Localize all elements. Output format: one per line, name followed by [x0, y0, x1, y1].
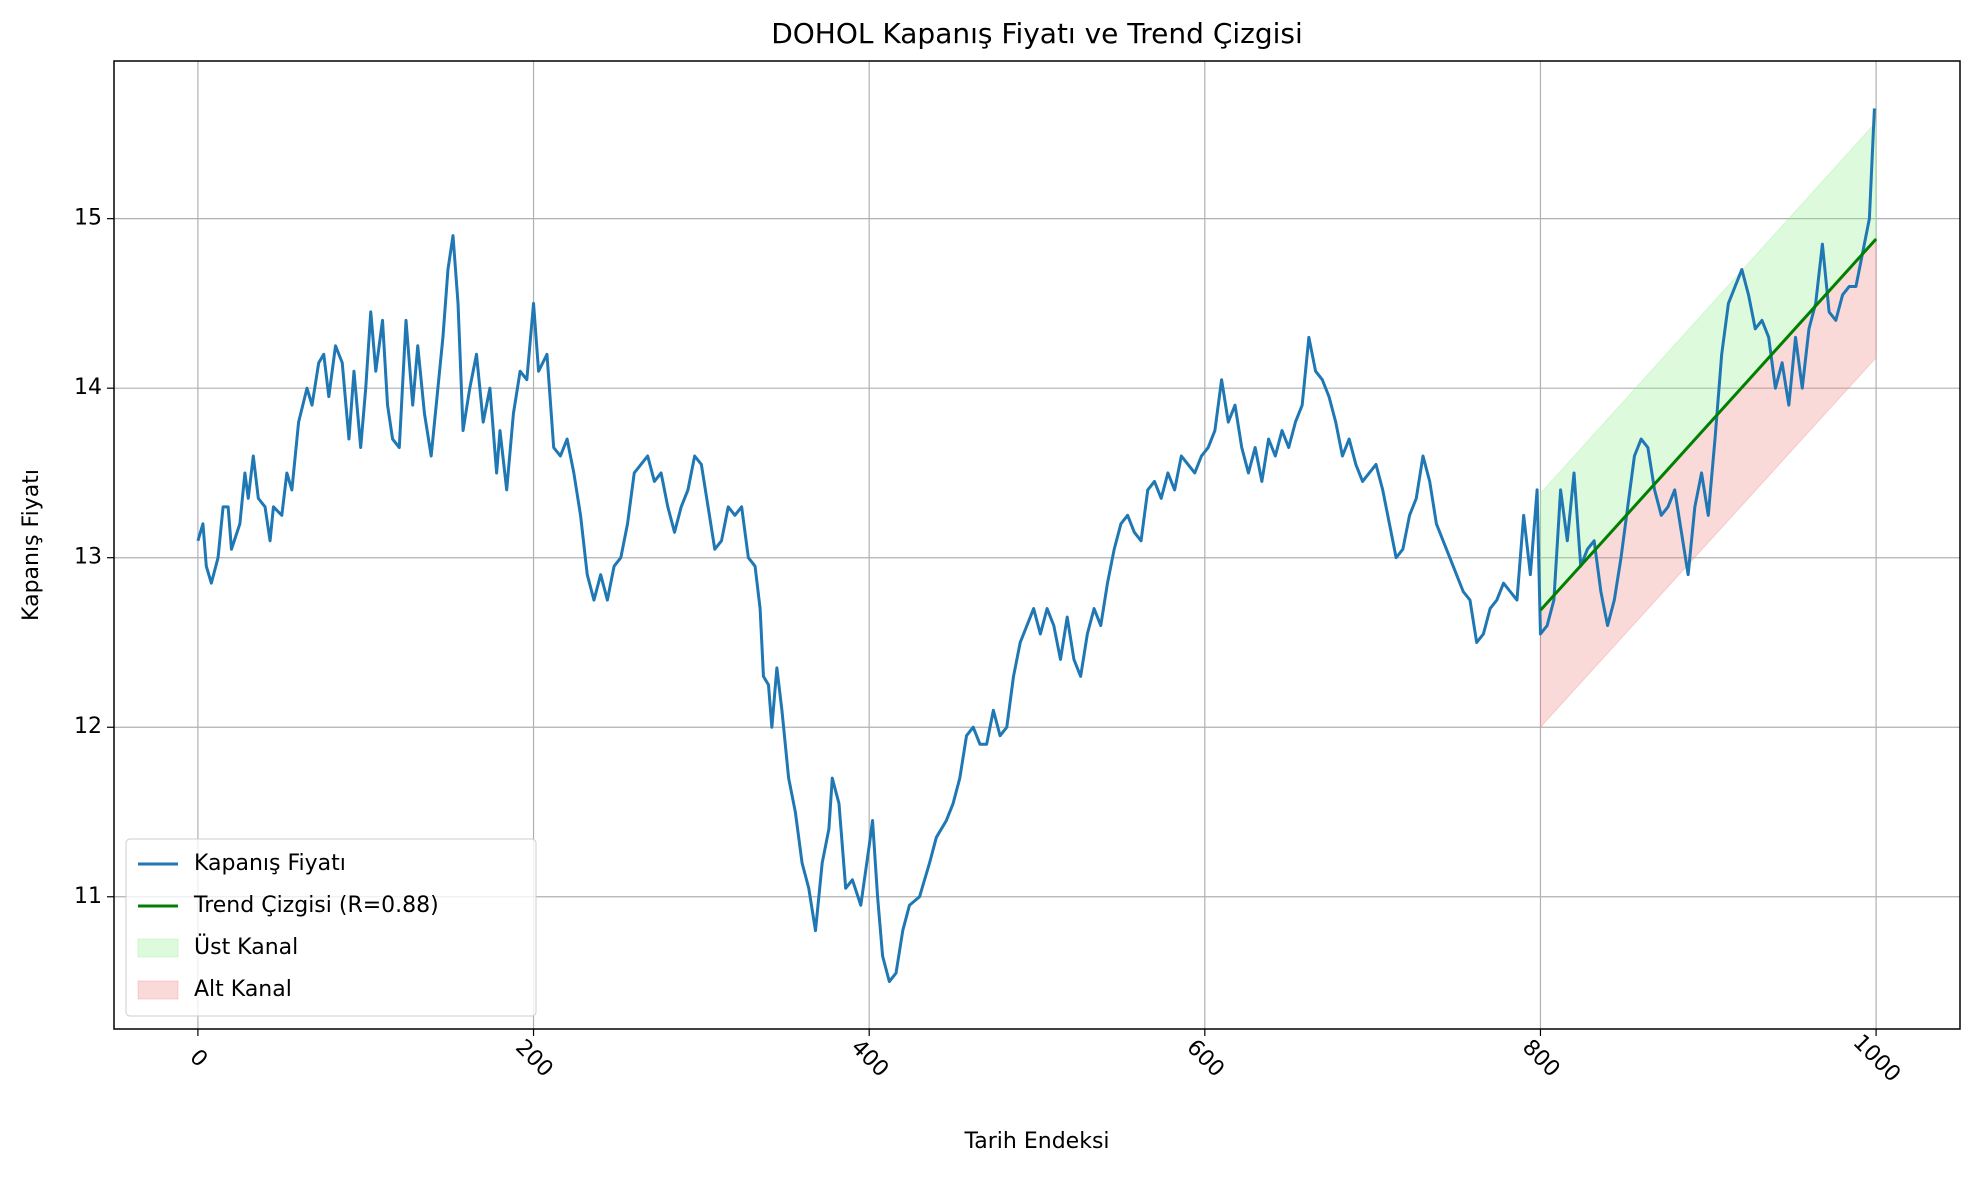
y-axis-label: Kapanış Fiyatı [19, 469, 44, 621]
plot-frame [113, 60, 1961, 1030]
y-tick-label: 15 [74, 206, 102, 231]
line [196, 108, 1876, 984]
legend-swatch [137, 980, 179, 1000]
line [1539, 237, 1878, 612]
x-axis-label: Tarih Endeksi [963, 1129, 1109, 1154]
legend-label: Alt Kanal [194, 977, 292, 1002]
y-tick-label: 12 [74, 714, 102, 739]
legend-label: Kapanış Fiyatı [194, 851, 346, 876]
legend-label: Üst Kanal [194, 934, 298, 960]
legend-swatch [137, 938, 179, 958]
y-tick-label: 11 [74, 884, 102, 909]
chart-title: DOHOL Kapanış Fiyatı ve Trend Çizgisi [771, 17, 1303, 50]
y-tick-label: 13 [74, 545, 102, 570]
y-tick-label: 14 [74, 375, 102, 400]
legend-box [125, 838, 537, 1017]
legend: Kapanış Fiyatı Trend Çizgisi (R=0.88) Üst … [125, 838, 537, 1017]
legend-label: Trend Çizgisi (R=0.88) [193, 893, 439, 918]
